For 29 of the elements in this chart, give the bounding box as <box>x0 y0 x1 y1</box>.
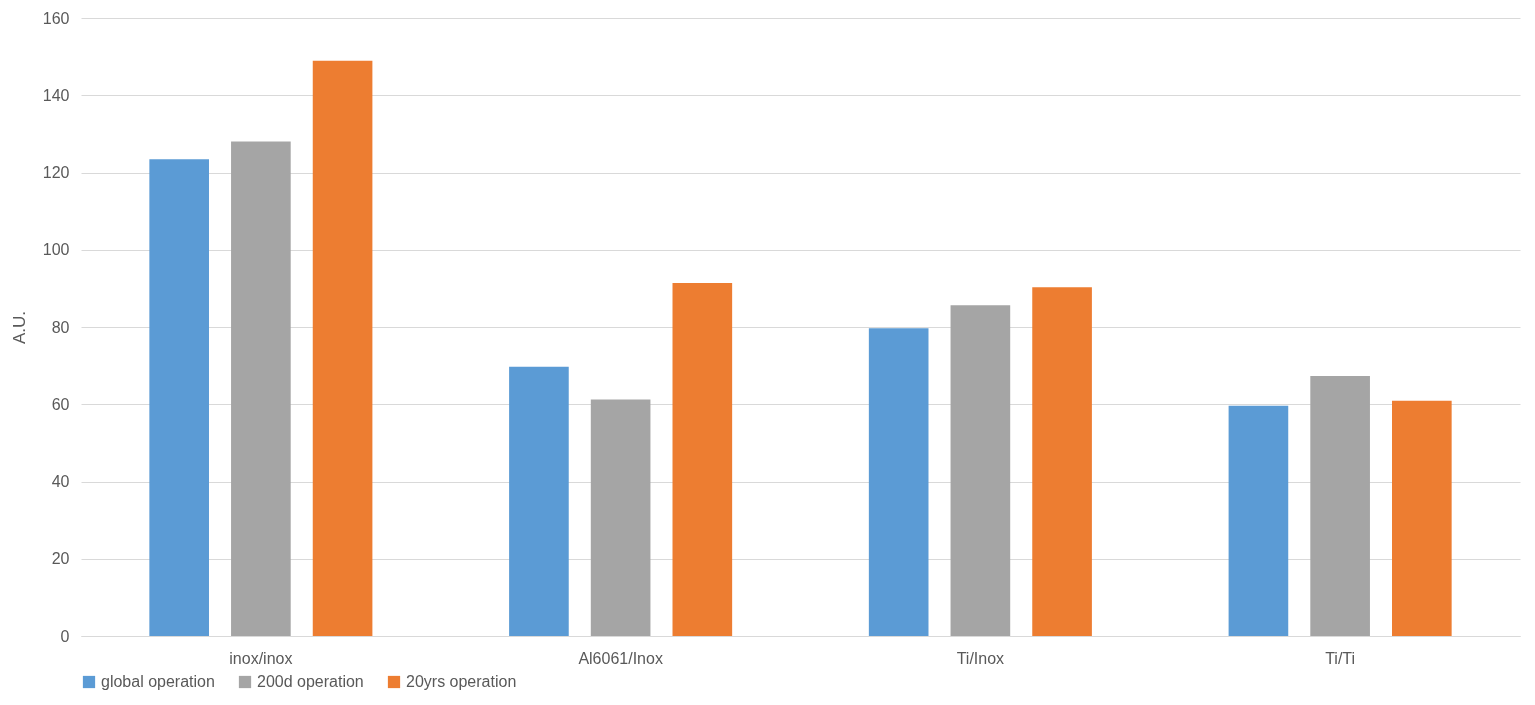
x-tick-label: Ti/Ti <box>1325 649 1356 667</box>
y-axis-title: A.U. <box>9 310 29 345</box>
y-tick-label: 140 <box>42 86 70 104</box>
y-tick-label: 80 <box>51 318 70 336</box>
y-tick-label: 160 <box>42 9 70 27</box>
legend-label: 20yrs operation <box>406 673 517 690</box>
bar <box>1228 405 1289 636</box>
bar <box>1032 287 1092 636</box>
x-tick-label: Ti/Inox <box>956 649 1005 667</box>
bar <box>1392 400 1452 636</box>
y-tick-label: 0 <box>60 627 70 645</box>
y-tick-label: 100 <box>42 241 70 259</box>
x-tick-label: inox/inox <box>229 649 293 667</box>
bar <box>950 305 1011 636</box>
bar <box>149 159 209 636</box>
legend-label: 200d operation <box>257 673 364 690</box>
y-tick-label: 120 <box>42 164 70 181</box>
x-tick-label: Al6061/Inox <box>578 649 663 667</box>
bar <box>1310 376 1370 636</box>
bar <box>509 366 569 636</box>
y-tick-label: 60 <box>51 395 70 413</box>
bar <box>231 141 291 636</box>
y-tick-label: 40 <box>51 473 70 490</box>
bar <box>590 399 651 636</box>
bar <box>868 328 929 636</box>
bar <box>312 60 373 636</box>
y-tick-label: 20 <box>51 550 70 568</box>
bar <box>672 282 733 636</box>
legend-label: global operation <box>101 673 215 690</box>
